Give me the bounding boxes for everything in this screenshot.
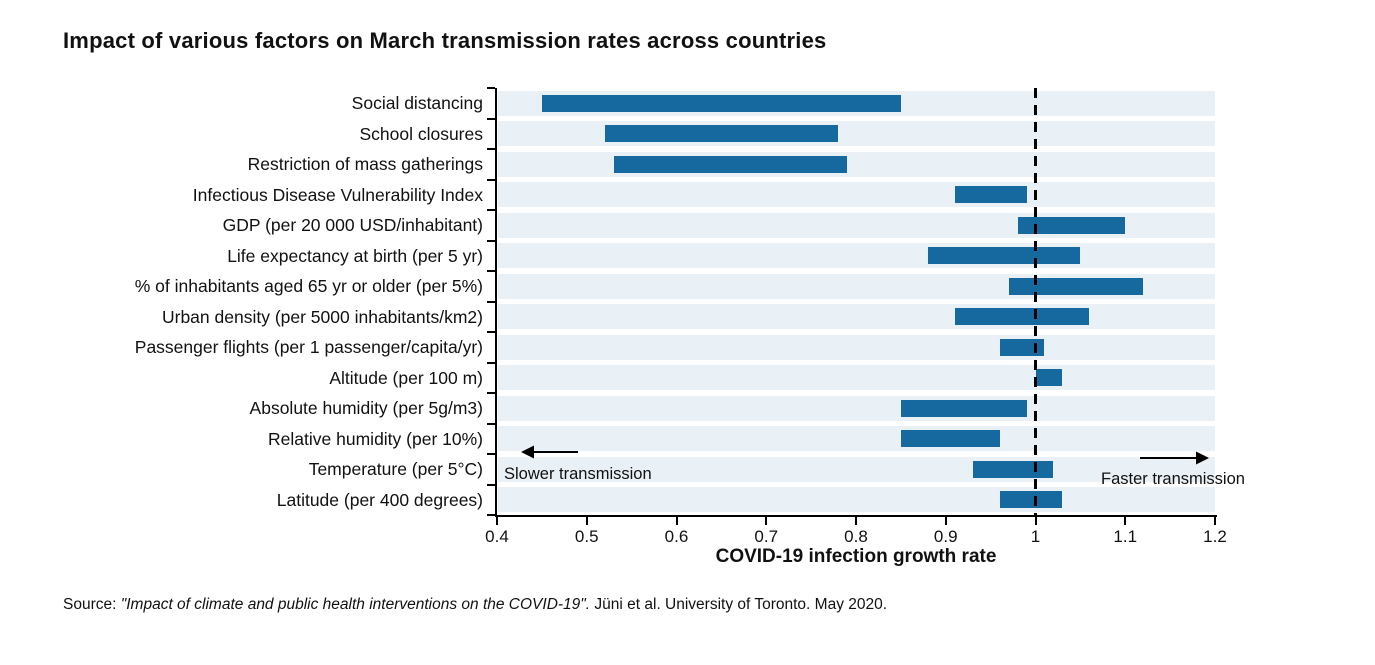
x-axis-title: COVID-19 infection growth rate	[715, 546, 997, 567]
slower-transmission-label: Slower transmission	[504, 465, 652, 483]
x-tick-label: 0.9	[933, 527, 958, 546]
category-label: Infectious Disease Vulnerability Index	[192, 184, 483, 205]
y-tick	[487, 239, 495, 242]
range-bar	[1035, 369, 1063, 387]
y-tick	[487, 117, 495, 120]
x-tick	[1034, 517, 1037, 525]
range-bar	[541, 94, 901, 112]
range-bar	[1017, 216, 1126, 234]
x-tick-label: 1.1	[1113, 527, 1138, 546]
y-tick	[487, 178, 495, 181]
x-tick-label: 0.6	[664, 527, 689, 546]
category-label: Urban density (per 5000 inhabitants/km2)	[161, 306, 483, 327]
x-tick-label: 0.7	[754, 527, 779, 546]
row-band	[498, 304, 1215, 330]
range-bar	[900, 430, 1000, 448]
x-tick	[1124, 517, 1127, 525]
x-tick-label: 1.2	[1203, 527, 1227, 546]
category-label: Absolute humidity (per 5g/m3)	[249, 398, 483, 419]
x-tick-label: 0.8	[844, 527, 868, 546]
range-bar	[927, 247, 1081, 265]
x-tick	[496, 517, 498, 525]
y-tick	[487, 209, 495, 211]
x-tick-label: 1	[1030, 527, 1041, 546]
x-axis-line	[495, 515, 1217, 517]
category-label: GDP (per 20 000 USD/inhabitant)	[222, 215, 483, 236]
source-paper-title: "Impact of climate and public health int…	[120, 596, 591, 613]
x-tick-label: 0.5	[574, 527, 599, 546]
y-tick	[487, 392, 495, 394]
range-bar	[1008, 277, 1144, 295]
category-label: Altitude (per 100 m)	[329, 367, 483, 388]
x-tick	[855, 517, 857, 525]
category-label: Passenger flights (per 1 passenger/capit…	[134, 337, 483, 358]
row-band	[498, 365, 1215, 391]
range-bar	[954, 308, 1090, 326]
source-prefix: Source:	[63, 596, 121, 613]
x-tick-label: 0.4	[485, 527, 509, 546]
range-bar	[999, 491, 1063, 509]
row-band	[498, 151, 1215, 177]
chart-title: Impact of various factors on March trans…	[63, 28, 827, 53]
y-tick	[487, 331, 495, 333]
source-note: Source: "Impact of climate and public he…	[63, 596, 887, 614]
y-axis-line	[495, 88, 497, 517]
range-bar	[972, 460, 1054, 478]
y-tick	[487, 148, 495, 150]
faster-transmission-label: Faster transmission	[1101, 470, 1245, 488]
y-tick	[487, 300, 495, 303]
range-bar	[900, 399, 1027, 417]
row-band	[498, 487, 1215, 513]
row-band	[498, 334, 1215, 360]
row-band	[498, 456, 1215, 482]
category-label: Relative humidity (per 10%)	[268, 428, 483, 449]
y-tick	[487, 422, 495, 425]
category-label: Latitude (per 400 degrees)	[276, 489, 483, 510]
category-label: Life expectancy at birth (per 5 yr)	[227, 245, 483, 266]
x-tick	[944, 517, 947, 525]
x-tick	[585, 517, 588, 525]
category-label: Temperature (per 5°C)	[308, 459, 483, 480]
category-label: Social distancing	[351, 93, 483, 114]
y-tick	[487, 453, 495, 455]
category-label: % of inhabitants aged 65 yr or older (pe…	[134, 276, 483, 297]
row-band	[498, 395, 1215, 421]
x-tick	[765, 517, 768, 525]
y-tick	[487, 270, 495, 272]
y-tick	[487, 514, 495, 516]
x-tick	[1214, 517, 1216, 525]
range-bar	[613, 155, 848, 173]
category-label: Restriction of mass gatherings	[247, 154, 483, 175]
y-tick	[487, 361, 495, 364]
source-credit: Jüni et al. University of Toronto. May 2…	[590, 596, 888, 613]
category-label: School closures	[359, 123, 483, 144]
row-band	[498, 182, 1215, 208]
row-band	[498, 243, 1215, 269]
y-tick	[487, 87, 495, 89]
x-tick	[675, 517, 678, 525]
range-bar	[999, 338, 1045, 356]
y-tick	[487, 483, 495, 486]
range-bar	[954, 186, 1027, 204]
row-band	[498, 426, 1215, 452]
range-bar	[604, 125, 839, 143]
